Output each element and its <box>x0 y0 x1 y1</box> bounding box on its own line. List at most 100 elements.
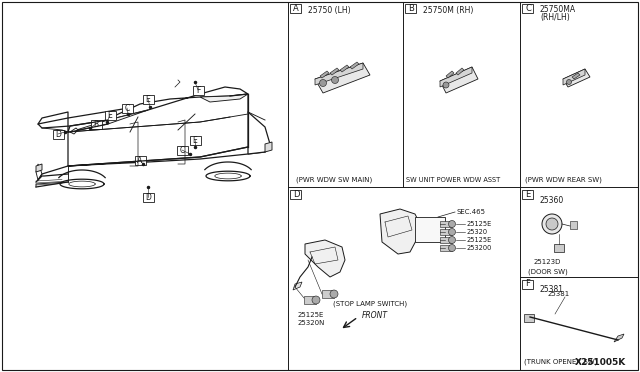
Circle shape <box>449 244 456 251</box>
Circle shape <box>542 214 562 234</box>
Polygon shape <box>70 128 78 134</box>
Polygon shape <box>554 244 564 252</box>
Text: E: E <box>146 94 150 103</box>
Bar <box>177 145 188 154</box>
Text: B: B <box>93 119 99 128</box>
Polygon shape <box>446 71 454 78</box>
Polygon shape <box>614 334 624 342</box>
Bar <box>122 103 132 112</box>
Polygon shape <box>440 221 452 227</box>
Text: B: B <box>408 3 414 13</box>
Text: E: E <box>525 189 531 199</box>
Circle shape <box>443 82 449 88</box>
Circle shape <box>566 80 572 84</box>
Text: E: E <box>193 135 197 144</box>
Circle shape <box>319 80 326 87</box>
Polygon shape <box>440 229 452 235</box>
Polygon shape <box>304 296 316 304</box>
Text: 25381: 25381 <box>548 291 570 297</box>
Polygon shape <box>380 209 420 254</box>
Polygon shape <box>440 67 478 93</box>
Bar <box>90 119 102 128</box>
Text: F: F <box>525 279 531 289</box>
Text: (PWR WDW SW MAIN): (PWR WDW SW MAIN) <box>296 177 372 183</box>
Circle shape <box>546 218 558 230</box>
Polygon shape <box>38 107 148 128</box>
Polygon shape <box>350 62 359 69</box>
Polygon shape <box>248 112 270 154</box>
Text: (TRUNK OPENER SW): (TRUNK OPENER SW) <box>524 359 597 365</box>
Polygon shape <box>265 142 272 152</box>
Polygon shape <box>440 237 452 243</box>
Text: (DOOR SW): (DOOR SW) <box>528 269 568 275</box>
Polygon shape <box>563 69 585 85</box>
Polygon shape <box>570 221 577 229</box>
Polygon shape <box>440 67 472 87</box>
Polygon shape <box>68 144 270 166</box>
Text: 25750MA: 25750MA <box>540 4 576 13</box>
Polygon shape <box>524 314 534 322</box>
Polygon shape <box>572 73 580 79</box>
Text: D: D <box>145 192 151 202</box>
Text: A: A <box>293 3 299 13</box>
Text: 25125E: 25125E <box>298 312 324 318</box>
Circle shape <box>330 290 338 298</box>
Text: FRONT: FRONT <box>362 311 388 320</box>
Bar <box>522 189 534 199</box>
Bar <box>291 3 301 13</box>
Bar <box>143 192 154 202</box>
Text: 25125E: 25125E <box>467 221 492 227</box>
Circle shape <box>449 237 456 244</box>
Bar <box>52 129 63 138</box>
Bar <box>522 279 534 289</box>
Polygon shape <box>36 164 42 180</box>
Text: 253200: 253200 <box>467 245 492 251</box>
Text: A: A <box>138 155 143 164</box>
Text: SEC.465: SEC.465 <box>457 209 486 215</box>
Polygon shape <box>315 63 370 93</box>
Polygon shape <box>320 71 329 78</box>
Bar <box>406 3 417 13</box>
Text: D: D <box>292 189 300 199</box>
Polygon shape <box>293 282 302 290</box>
Text: (STOP LAMP SWITCH): (STOP LAMP SWITCH) <box>333 301 407 307</box>
Text: D: D <box>55 129 61 138</box>
Polygon shape <box>330 68 339 75</box>
Bar <box>193 86 204 94</box>
Text: (RH/LH): (RH/LH) <box>540 13 570 22</box>
Bar <box>522 3 534 13</box>
Text: X251005K: X251005K <box>574 358 626 367</box>
Text: 25123D: 25123D <box>534 259 561 265</box>
Polygon shape <box>440 245 452 251</box>
Text: 25381: 25381 <box>540 285 564 295</box>
Text: C: C <box>179 145 184 154</box>
Text: 25320N: 25320N <box>298 320 325 326</box>
Text: E: E <box>108 110 113 119</box>
Text: C: C <box>124 103 130 112</box>
Circle shape <box>332 77 339 83</box>
Circle shape <box>449 228 456 235</box>
Polygon shape <box>36 164 42 172</box>
Circle shape <box>312 296 320 304</box>
Polygon shape <box>322 290 334 298</box>
Polygon shape <box>563 69 590 87</box>
Text: 25750M (RH): 25750M (RH) <box>423 6 474 15</box>
Polygon shape <box>70 110 148 132</box>
Polygon shape <box>340 65 349 72</box>
Text: 25125E: 25125E <box>467 237 492 243</box>
Text: 25360: 25360 <box>540 196 564 205</box>
Text: C: C <box>525 3 531 13</box>
Bar <box>134 155 145 164</box>
Text: 25750 (LH): 25750 (LH) <box>308 6 351 15</box>
Polygon shape <box>108 87 248 120</box>
Bar <box>104 110 115 119</box>
Polygon shape <box>456 68 464 75</box>
Polygon shape <box>415 217 445 242</box>
Circle shape <box>449 221 456 228</box>
Polygon shape <box>200 94 248 102</box>
Text: (PWR WDW REAR SW): (PWR WDW REAR SW) <box>525 177 602 183</box>
Bar <box>189 135 200 144</box>
Polygon shape <box>305 240 345 277</box>
Text: SW UNIT POWER WDW ASST: SW UNIT POWER WDW ASST <box>406 177 500 183</box>
Bar <box>291 189 301 199</box>
